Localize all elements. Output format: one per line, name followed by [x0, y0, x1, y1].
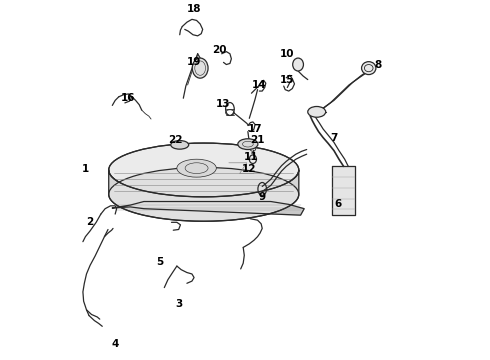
Text: 21: 21: [250, 135, 265, 145]
Text: 4: 4: [112, 339, 119, 349]
Text: 17: 17: [248, 124, 262, 134]
Text: 11: 11: [244, 152, 259, 162]
Ellipse shape: [171, 140, 189, 149]
Text: 5: 5: [156, 257, 163, 267]
Text: 13: 13: [216, 99, 230, 109]
Text: 2: 2: [86, 217, 94, 227]
Text: 15: 15: [280, 75, 294, 85]
Polygon shape: [112, 202, 304, 215]
Ellipse shape: [362, 62, 376, 75]
Ellipse shape: [238, 139, 258, 149]
Text: 16: 16: [121, 93, 136, 103]
Ellipse shape: [177, 159, 216, 177]
Text: 3: 3: [175, 299, 182, 309]
Text: 1: 1: [82, 163, 89, 174]
Text: 10: 10: [280, 49, 294, 59]
Polygon shape: [332, 166, 355, 215]
Text: 18: 18: [187, 4, 201, 14]
Ellipse shape: [308, 107, 326, 117]
Ellipse shape: [109, 143, 299, 197]
Text: 12: 12: [242, 163, 256, 174]
Text: 6: 6: [334, 199, 341, 210]
Polygon shape: [109, 170, 299, 221]
Text: 9: 9: [259, 192, 266, 202]
Text: 19: 19: [187, 57, 201, 67]
Text: 20: 20: [212, 45, 226, 55]
Text: 8: 8: [374, 59, 381, 69]
Text: 7: 7: [330, 133, 338, 143]
Ellipse shape: [293, 58, 303, 71]
Ellipse shape: [192, 58, 208, 78]
Text: 22: 22: [168, 135, 182, 145]
Ellipse shape: [109, 167, 299, 221]
Text: 14: 14: [251, 80, 266, 90]
